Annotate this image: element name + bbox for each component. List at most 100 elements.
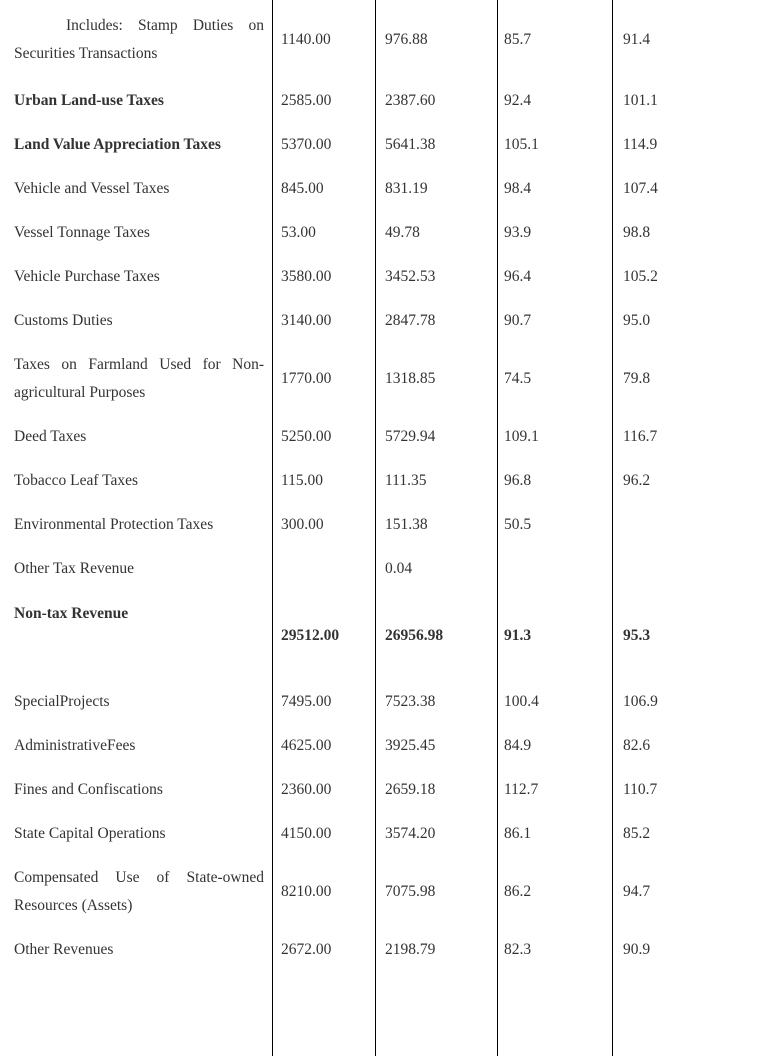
cell-budget: 5250.00 [272,415,375,459]
cell-pct_b: 107.4 [612,167,770,211]
table-row: Other Revenues 2672.00 2198.79 82.3 90.9 [0,928,770,972]
cell-budget: 300.00 [272,503,375,547]
cell-value: 3140.00 [281,312,332,329]
cell-item: Vessel Tonnage Taxes [0,211,272,255]
cell-pct_a: 100.4 [497,680,612,724]
cell-actual: 49.78 [375,211,497,255]
cell-pct_b: 95.3 [612,591,770,680]
cell-pct_a: 109.1 [497,415,612,459]
cell-value: 86.1 [504,825,532,842]
cell-value: 105.2 [623,268,658,285]
cell-item: State Capital Operations [0,812,272,856]
cell-pct_b [612,972,770,1056]
cell-pct_b: 98.8 [612,211,770,255]
cell-pct_b: 91.4 [612,0,770,79]
cell-budget: 1770.00 [272,343,375,415]
item-label: Compensated Use of State-owned Resources… [14,869,264,914]
cell-pct_b: 90.9 [612,928,770,972]
table-row: Land Value Appreciation Taxes 5370.00 5641… [0,123,770,167]
table-row: Fines and Confiscations 2360.00 2659.18 112… [0,768,770,812]
cell-value: 29512.00 [281,626,340,644]
table-row: Other Tax Revenue 0.04 [0,547,770,591]
cell-pct_a: 105.1 [497,123,612,167]
cell-actual: 2387.60 [375,79,497,123]
cell-item: Deed Taxes [0,415,272,459]
cell-value: 2387.60 [385,92,436,109]
cell-item: Fines and Confiscations [0,768,272,812]
cell-actual: 831.19 [375,167,497,211]
cell-value: 115.00 [281,472,324,489]
cell-budget: 115.00 [272,459,375,503]
item-label: SpecialProjects [14,693,110,710]
cell-pct_a: 90.7 [497,299,612,343]
cell-actual: 3574.20 [375,812,497,856]
item-label: State Capital Operations [14,825,166,842]
cell-value: 93.9 [504,224,532,241]
cell-item: Other Tax Revenue [0,547,272,591]
cell-pct_b: 82.6 [612,724,770,768]
cell-item: Vehicle Purchase Taxes [0,255,272,299]
cell-value: 5250.00 [281,428,332,445]
cell-item: Urban Land-use Taxes [0,79,272,123]
item-label: Taxes on Farmland Used for Non-agricultu… [14,356,264,401]
cell-value: 98.8 [623,224,651,241]
cell-item: AdministrativeFees [0,724,272,768]
cell-budget: 1140.00 [272,0,375,79]
cell-pct_b: 85.2 [612,812,770,856]
cell-pct_b: 105.2 [612,255,770,299]
table-row: Taxes on Farmland Used for Non-agricultu… [0,343,770,415]
cell-value: 845.00 [281,180,324,197]
table-row: Environmental Protection Taxes 300.00 151.… [0,503,770,547]
table-row: Vessel Tonnage Taxes 53.00 49.78 93.9 98.8 [0,211,770,255]
cell-budget: 3580.00 [272,255,375,299]
cell-pct_a [497,972,612,1056]
cell-item: Other Revenues [0,928,272,972]
cell-value: 1140.00 [281,30,331,48]
cell-actual: 976.88 [375,0,497,79]
item-label: Other Revenues [14,941,114,958]
item-label: Customs Duties [14,312,113,329]
cell-value: 84.9 [504,737,532,754]
cell-value: 96.8 [504,472,532,489]
cell-value: 100.4 [504,693,539,710]
cell-budget: 7495.00 [272,680,375,724]
table-row: Compensated Use of State-owned Resources… [0,856,770,928]
cell-value: 82.6 [623,737,651,754]
cell-pct_a: 96.4 [497,255,612,299]
cell-value: 107.4 [623,180,658,197]
cell-pct_b [612,503,770,547]
table-row: Vehicle Purchase Taxes 3580.00 3452.53 96.4… [0,255,770,299]
cell-value: 110.7 [623,781,658,798]
cell-value: 300.00 [281,516,324,533]
item-label: Tobacco Leaf Taxes [14,472,139,489]
cell-budget: 4625.00 [272,724,375,768]
cell-value: 831.19 [385,180,428,197]
cell-value: 105.1 [504,136,539,153]
cell-value: 2360.00 [281,781,332,798]
cell-value: 116.7 [623,428,658,445]
cell-value: 94.7 [623,883,651,900]
cell-pct_b: 95.0 [612,299,770,343]
cell-actual: 0.04 [375,547,497,591]
cell-actual: 151.38 [375,503,497,547]
cell-item [0,972,272,1056]
cell-item: Tobacco Leaf Taxes [0,459,272,503]
cell-value: 85.2 [623,825,651,842]
cell-budget: 4150.00 [272,812,375,856]
cell-pct_a: 86.1 [497,812,612,856]
cell-item: Taxes on Farmland Used for Non-agricultu… [0,343,272,415]
cell-pct_b: 114.9 [612,123,770,167]
cell-value: 53.00 [281,224,316,241]
cell-pct_a: 93.9 [497,211,612,255]
cell-pct_a: 50.5 [497,503,612,547]
cell-value: 112.7 [504,781,539,798]
cell-pct_b: 106.9 [612,680,770,724]
table-row: Customs Duties 3140.00 2847.78 90.7 95.0 [0,299,770,343]
table-row: Vehicle and Vessel Taxes 845.00 831.19 98.4… [0,167,770,211]
cell-value: 95.3 [623,626,651,644]
cell-value: 98.4 [504,180,532,197]
cell-budget: 845.00 [272,167,375,211]
cell-pct_a: 112.7 [497,768,612,812]
cell-actual: 2659.18 [375,768,497,812]
cell-value: 3452.53 [385,268,436,285]
